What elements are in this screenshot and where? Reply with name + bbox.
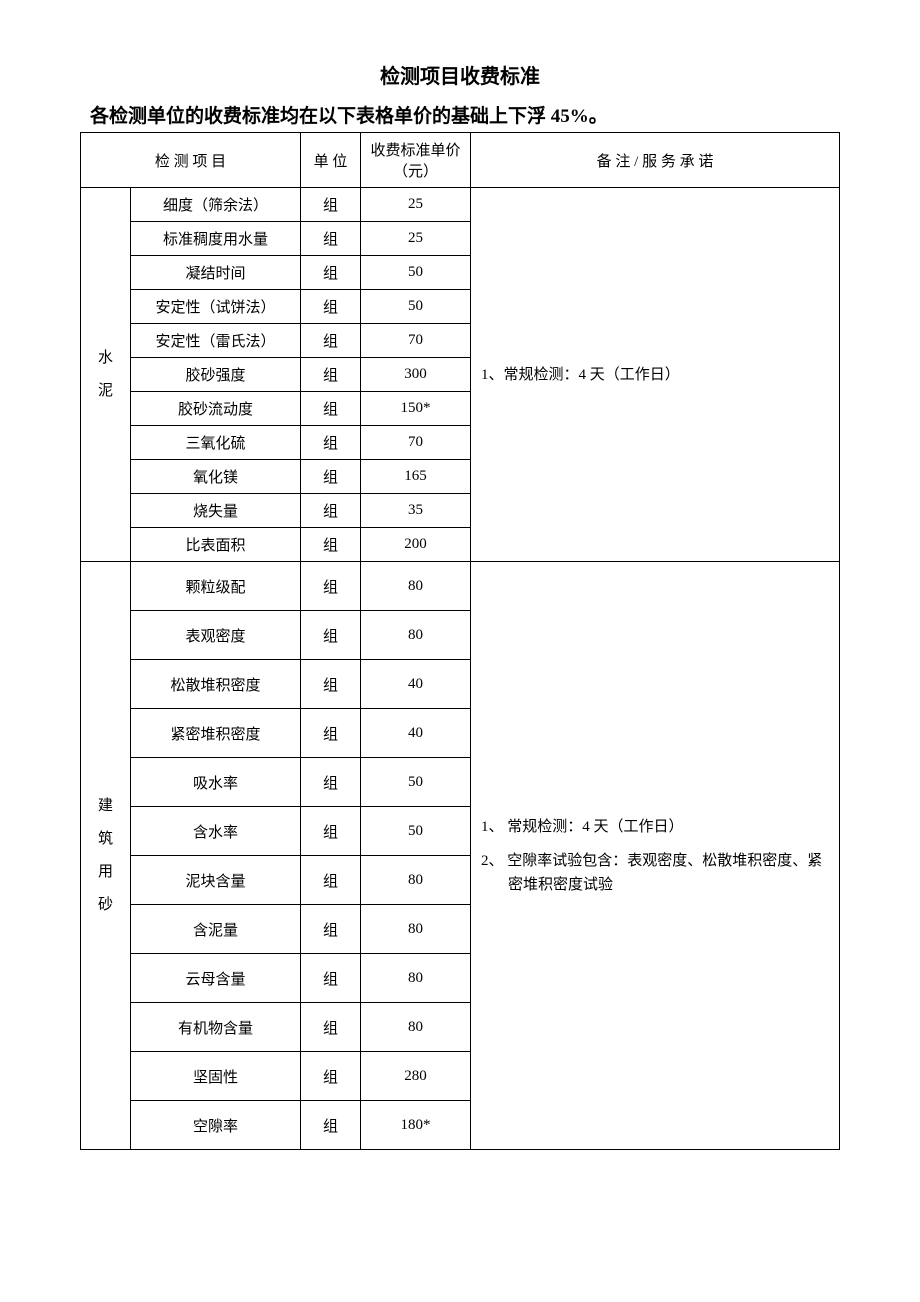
item-cell: 空隙率 [131,1101,301,1150]
price-cell: 40 [361,660,471,709]
unit-cell: 组 [301,905,361,954]
unit-cell: 组 [301,290,361,324]
unit-cell: 组 [301,1101,361,1150]
category-cell: 建筑用砂 [81,562,131,1150]
header-price: 收费标准单价（元） [361,133,471,188]
unit-cell: 组 [301,392,361,426]
price-cell: 70 [361,426,471,460]
item-cell: 三氧化硫 [131,426,301,460]
unit-cell: 组 [301,528,361,562]
item-cell: 吸水率 [131,758,301,807]
item-cell: 有机物含量 [131,1003,301,1052]
price-cell: 35 [361,494,471,528]
table-row: 建筑用砂颗粒级配组801、 常规检测：4 天（工作日）2、 空隙率试验包含：表观… [81,562,840,611]
unit-cell: 组 [301,358,361,392]
item-cell: 氧化镁 [131,460,301,494]
item-cell: 胶砂流动度 [131,392,301,426]
price-cell: 165 [361,460,471,494]
page-title: 检测项目收费标准 [80,60,840,89]
unit-cell: 组 [301,954,361,1003]
item-cell: 颗粒级配 [131,562,301,611]
unit-cell: 组 [301,188,361,222]
price-cell: 200 [361,528,471,562]
pricing-table: 检 测 项 目 单 位 收费标准单价（元） 备 注 / 服 务 承 诺 水泥细度… [80,132,840,1150]
unit-cell: 组 [301,709,361,758]
unit-cell: 组 [301,807,361,856]
item-cell: 坚固性 [131,1052,301,1101]
price-cell: 25 [361,222,471,256]
price-cell: 50 [361,807,471,856]
unit-cell: 组 [301,494,361,528]
note-cell: 1、 常规检测：4 天（工作日）2、 空隙率试验包含：表观密度、松散堆积密度、紧… [471,562,840,1150]
header-item: 检 测 项 目 [81,133,301,188]
price-cell: 25 [361,188,471,222]
unit-cell: 组 [301,222,361,256]
price-cell: 80 [361,1003,471,1052]
item-cell: 胶砂强度 [131,358,301,392]
price-cell: 180* [361,1101,471,1150]
unit-cell: 组 [301,426,361,460]
unit-cell: 组 [301,1003,361,1052]
item-cell: 松散堆积密度 [131,660,301,709]
unit-cell: 组 [301,660,361,709]
price-cell: 50 [361,256,471,290]
unit-cell: 组 [301,256,361,290]
price-cell: 150* [361,392,471,426]
table-row: 水泥细度（筛余法）组251、常规检测：4 天（工作日） [81,188,840,222]
unit-cell: 组 [301,758,361,807]
price-cell: 80 [361,562,471,611]
item-cell: 云母含量 [131,954,301,1003]
price-cell: 80 [361,856,471,905]
item-cell: 细度（筛余法） [131,188,301,222]
unit-cell: 组 [301,611,361,660]
item-cell: 表观密度 [131,611,301,660]
header-note: 备 注 / 服 务 承 诺 [471,133,840,188]
price-cell: 50 [361,290,471,324]
unit-cell: 组 [301,324,361,358]
item-cell: 安定性（试饼法） [131,290,301,324]
header-unit: 单 位 [301,133,361,188]
item-cell: 泥块含量 [131,856,301,905]
note-cell: 1、常规检测：4 天（工作日） [471,188,840,562]
category-cell: 水泥 [81,188,131,562]
price-cell: 80 [361,905,471,954]
price-cell: 40 [361,709,471,758]
table-header-row: 检 测 项 目 单 位 收费标准单价（元） 备 注 / 服 务 承 诺 [81,133,840,188]
item-cell: 含水率 [131,807,301,856]
unit-cell: 组 [301,460,361,494]
item-cell: 凝结时间 [131,256,301,290]
item-cell: 烧失量 [131,494,301,528]
price-cell: 50 [361,758,471,807]
price-cell: 300 [361,358,471,392]
unit-cell: 组 [301,1052,361,1101]
price-cell: 280 [361,1052,471,1101]
item-cell: 含泥量 [131,905,301,954]
unit-cell: 组 [301,562,361,611]
unit-cell: 组 [301,856,361,905]
price-cell: 70 [361,324,471,358]
price-cell: 80 [361,954,471,1003]
item-cell: 安定性（雷氏法） [131,324,301,358]
item-cell: 紧密堆积密度 [131,709,301,758]
item-cell: 标准稠度用水量 [131,222,301,256]
item-cell: 比表面积 [131,528,301,562]
price-cell: 80 [361,611,471,660]
page-subtitle: 各检测单位的收费标准均在以下表格单价的基础上下浮 45%。 [80,101,840,128]
